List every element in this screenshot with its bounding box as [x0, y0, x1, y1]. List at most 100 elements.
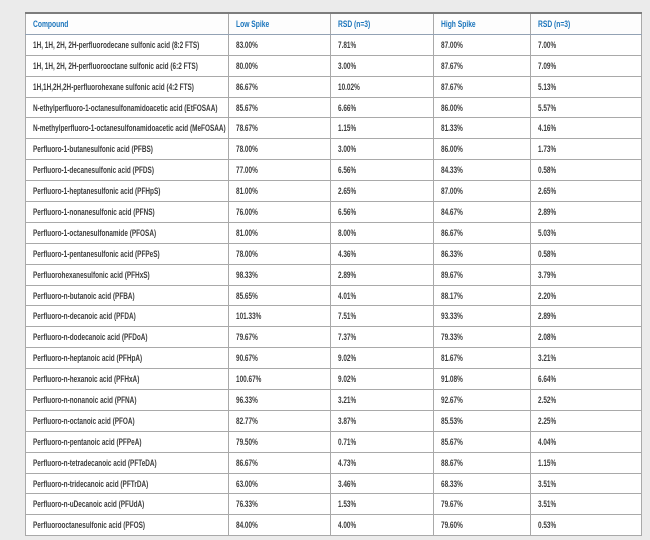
value-cell: 0.58%	[530, 159, 642, 182]
value-text: 87.00%	[441, 186, 463, 197]
value-text: 7.00%	[538, 39, 557, 50]
value-cell: 87.00%	[433, 33, 531, 56]
value-text: 85.67%	[441, 436, 463, 447]
value-cell: 5.13%	[530, 75, 642, 98]
compound-cell: Perfluoro-n-nonanoic acid (PFNA)	[25, 389, 229, 411]
value-text: 6.66%	[338, 102, 357, 113]
table-row: Perfluoro-n-pentanoic acid (PFPeA) 79.50%…	[25, 430, 642, 453]
value-text: 4.16%	[538, 123, 557, 134]
value-text: 0.71%	[338, 436, 357, 447]
value-text: 98.33%	[236, 269, 258, 280]
table-row: 1H, 1H, 2H, 2H-perfluorodecane sulfonic …	[25, 33, 642, 56]
value-cell: 100.67%	[228, 368, 331, 391]
compound-name: N-ethylperfluoro-1-octanesulfonamidoacet…	[33, 102, 218, 113]
value-cell: 84.00%	[228, 514, 331, 537]
value-text: 81.67%	[441, 353, 463, 364]
table-row: Perfluoro-n-hexanoic acid (PFHxA) 100.67%…	[25, 368, 642, 391]
value-cell: 76.00%	[228, 201, 331, 223]
column-header-label: Low Spike	[236, 18, 270, 29]
value-text: 84.33%	[441, 165, 463, 176]
value-cell: 85.67%	[228, 96, 331, 119]
value-text: 4.04%	[538, 436, 557, 447]
value-text: 86.33%	[441, 248, 463, 259]
value-text: 87.67%	[441, 60, 463, 71]
value-text: 86.67%	[236, 457, 258, 468]
value-cell: 85.67%	[433, 430, 531, 453]
value-cell: 82.77%	[228, 409, 331, 432]
compound-name: Perfluorohexanesulfonic acid (PFHxS)	[33, 269, 150, 280]
value-cell: 2.65%	[530, 180, 642, 203]
value-text: 86.00%	[441, 102, 463, 113]
value-cell: 4.73%	[330, 451, 434, 474]
compound-cell: Perfluoro-1-nonanesulfonic acid (PFNS)	[25, 201, 229, 223]
value-text: 85.65%	[236, 290, 258, 301]
value-cell: 79.67%	[433, 493, 531, 516]
value-cell: 10.02%	[330, 75, 434, 98]
compound-name: Perfluorooctanesulfonic acid (PFOS)	[33, 520, 146, 531]
value-text: 88.67%	[441, 457, 463, 468]
value-cell: 8.00%	[330, 221, 434, 244]
compound-name: Perfluoro-n-octanoic acid (PFOA)	[33, 415, 135, 426]
spike-recovery-table-container: Compound Low Spike RSD (n=3) High Spike RSD …	[25, 12, 642, 537]
value-cell: 78.00%	[228, 138, 331, 161]
column-header: High Spike	[433, 12, 531, 35]
value-text: 84.00%	[236, 520, 258, 531]
value-cell: 93.33%	[433, 305, 531, 328]
value-cell: 85.65%	[228, 284, 331, 307]
value-text: 91.08%	[441, 374, 463, 385]
value-text: 6.64%	[538, 374, 557, 385]
value-cell: 76.33%	[228, 493, 331, 516]
column-header: Compound	[25, 12, 229, 35]
value-text: 7.37%	[338, 332, 357, 343]
value-cell: 86.33%	[433, 242, 531, 265]
value-text: 79.67%	[441, 499, 463, 510]
value-cell: 6.64%	[530, 368, 642, 391]
value-cell: 89.67%	[433, 263, 531, 286]
compound-cell: Perfluorohexanesulfonic acid (PFHxS)	[25, 263, 229, 286]
table-row: Perfluoro-n-butanoic acid (PFBA) 85.65% 4.…	[25, 284, 642, 307]
value-cell: 79.50%	[228, 430, 331, 453]
compound-cell: Perfluoro-n-heptanoic acid (PFHpA)	[25, 347, 229, 370]
compound-cell: Perfluoro-n-dodecanoic acid (PFDoA)	[25, 326, 229, 349]
value-cell: 6.66%	[330, 96, 434, 119]
value-cell: 81.67%	[433, 347, 531, 370]
value-text: 81.33%	[441, 123, 463, 134]
value-cell: 2.20%	[530, 284, 642, 307]
value-cell: 0.71%	[330, 430, 434, 453]
table-row: N-methylperfluoro-1-octanesulfonamidoace…	[25, 117, 642, 140]
value-text: 2.20%	[538, 290, 557, 301]
column-header-label: Compound	[33, 18, 69, 29]
compound-cell: N-methylperfluoro-1-octanesulfonamidoace…	[25, 117, 229, 140]
value-cell: 2.65%	[330, 180, 434, 203]
value-text: 89.67%	[441, 269, 463, 280]
value-text: 3.51%	[538, 499, 557, 510]
compound-cell: Perfluoro-n-octanoic acid (PFOA)	[25, 409, 229, 432]
value-cell: 2.52%	[530, 389, 642, 411]
compound-name: Perfluoro-1-heptanesulfonic acid (PFHpS)	[33, 186, 161, 197]
value-cell: 3.51%	[530, 493, 642, 516]
table-row: Perfluorohexanesulfonic acid (PFHxS) 98.3…	[25, 263, 642, 286]
table-row: Perfluoro-n-uDecanoic acid (PFUdA) 76.33%…	[25, 493, 642, 516]
value-text: 86.67%	[236, 81, 258, 92]
value-text: 88.17%	[441, 290, 463, 301]
value-cell: 3.00%	[330, 54, 434, 77]
value-cell: 2.89%	[530, 305, 642, 328]
table-row: N-ethylperfluoro-1-octanesulfonamidoacet…	[25, 96, 642, 119]
value-cell: 88.67%	[433, 451, 531, 474]
table-row: Perfluoro-n-tetradecanoic acid (PFTeDA) 8…	[25, 451, 642, 474]
spike-recovery-table: Compound Low Spike RSD (n=3) High Spike RSD …	[25, 12, 642, 537]
compound-name: Perfluoro-1-decanesulfonic acid (PFDS)	[33, 165, 154, 176]
table-row: Perfluoro-n-heptanoic acid (PFHpA) 90.67%…	[25, 347, 642, 370]
value-text: 5.57%	[538, 102, 557, 113]
value-text: 76.00%	[236, 206, 258, 217]
value-cell: 7.51%	[330, 305, 434, 328]
value-text: 2.08%	[538, 332, 557, 343]
value-text: 79.60%	[441, 520, 463, 531]
value-text: 9.02%	[338, 374, 357, 385]
compound-name: N-methylperfluoro-1-octanesulfonamidoace…	[33, 123, 226, 134]
compound-cell: Perfluoro-n-uDecanoic acid (PFUdA)	[25, 493, 229, 516]
value-cell: 1.53%	[330, 493, 434, 516]
value-cell: 3.46%	[330, 472, 434, 495]
value-cell: 92.67%	[433, 389, 531, 411]
